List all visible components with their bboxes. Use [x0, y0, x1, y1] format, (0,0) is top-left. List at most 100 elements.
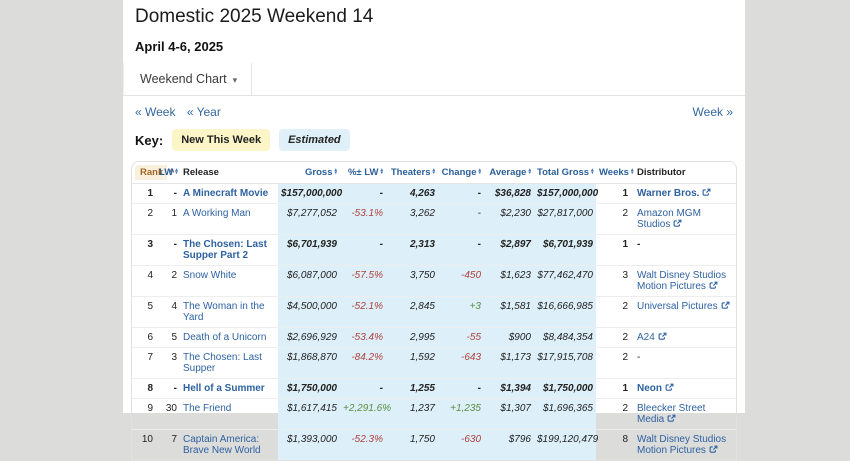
cell-lw: 4: [171, 301, 177, 312]
column-header-link[interactable]: Weeks: [599, 167, 629, 178]
previous-week-link[interactable]: « Week: [135, 105, 176, 119]
column-header-link[interactable]: LW: [159, 167, 174, 178]
table-row: 3- The Chosen: Last Supper Part 2 $6,701,9…: [132, 234, 736, 266]
column-header-link[interactable]: Theaters: [390, 167, 431, 178]
distributor-link[interactable]: Walt Disney Studios Motion Pictures: [637, 270, 727, 292]
table-body: 1-A Minecraft Movie $157,000,000-4,263- $3…: [132, 183, 736, 461]
distributor-link[interactable]: Amazon MGM Studios: [637, 208, 701, 230]
table-row: 6 5 Death of a Unicorn $2,696,929 -53.4% 2,99…: [132, 327, 736, 348]
column-header-average[interactable]: Average ▴ ▾: [484, 162, 534, 184]
cell-average: $1,173: [484, 347, 534, 379]
table-row: 9 30 The Friend $1,617,415 +2,291.6% 1,237 +1,…: [132, 398, 736, 430]
column-header-link[interactable]: Total Gross: [537, 167, 590, 178]
column-header-pct_lw[interactable]: %± LW ▴ ▾: [340, 162, 386, 184]
column-header-theaters[interactable]: Theaters ▴ ▾: [386, 162, 438, 184]
cell-pct_lw: -: [340, 183, 386, 204]
cell-lw: 30: [165, 403, 177, 414]
column-header-total_gross[interactable]: Total Gross ▴ ▾: [534, 162, 596, 184]
cell-total_gross: $16,666,985: [534, 296, 596, 328]
content-area: Domestic 2025 Weekend 14 April 4-6, 2025…: [123, 0, 745, 461]
release-title-link[interactable]: The Woman in the Yard: [183, 301, 265, 323]
cell-distributor: -: [637, 352, 641, 363]
release-title-link[interactable]: The Chosen: Last Supper Part 2: [183, 239, 267, 261]
cell-change: -: [438, 234, 484, 266]
cell-weeks: 1: [622, 188, 628, 199]
sort-updown-icon: ▴ ▾: [334, 166, 337, 177]
cell-weeks: 1: [622, 383, 628, 394]
cell-distributor: Walt Disney Studios Motion Pictures: [634, 430, 736, 461]
cell-weeks: 8: [622, 434, 628, 445]
cell-lw: -: [173, 239, 177, 250]
cell-distributor: Bleecker Street Media: [634, 399, 736, 430]
column-header-link[interactable]: Gross: [305, 167, 333, 178]
previous-year-link[interactable]: « Year: [186, 105, 221, 119]
cell-change: +1,235: [438, 398, 484, 430]
release-title-link[interactable]: The Friend: [183, 403, 232, 414]
external-link-icon: [709, 281, 718, 292]
cell-rank: 6: [147, 332, 153, 343]
distributor-link[interactable]: Neon: [637, 383, 662, 394]
cell-gross: $1,750,000: [278, 378, 340, 399]
sort-updown-icon: ▴ ▾: [432, 166, 435, 177]
cell-release: The Chosen: Last Supper Part 2: [180, 235, 278, 266]
column-header-link[interactable]: %± LW: [347, 167, 379, 178]
cell-average: $796: [484, 429, 534, 460]
cell-average: $36,828: [484, 183, 534, 204]
release-title-link[interactable]: Hell of a Summer: [183, 383, 265, 394]
table-header-row: Rank ^ LW ▴ ▾ Release Gross ▴ ▾ %± LW ▴ ▾ Theaters ▴ ▾…: [132, 162, 736, 184]
page-title: Domestic 2025 Weekend 14: [135, 6, 374, 27]
cell-weeks: 1: [622, 239, 628, 250]
cell-rank: 10: [141, 434, 153, 445]
column-header-link[interactable]: Average: [489, 167, 527, 178]
cell-pct_lw: -: [340, 378, 386, 399]
weekend-chart-dropdown[interactable]: Weekend Chart ▾: [123, 63, 253, 95]
sort-updown-icon: ▴ ▾: [591, 166, 594, 177]
cell-weeks: 2: [622, 301, 628, 312]
distributor-link[interactable]: A24: [637, 332, 655, 343]
cell-rank: 8: [147, 383, 153, 394]
cell-total_gross: $6,701,939: [534, 234, 596, 266]
cell-pct_lw: -57.5%: [340, 265, 386, 297]
release-title-link[interactable]: A Working Man: [183, 208, 251, 219]
release-title-link[interactable]: Snow White: [183, 270, 237, 281]
release-title-link[interactable]: Death of a Unicorn: [183, 332, 267, 343]
cell-weeks: 2: [622, 352, 628, 363]
cell-total_gross: $1,750,000: [534, 378, 596, 399]
cell-distributor: -: [637, 239, 641, 250]
cell-pct_lw: -52.3%: [340, 429, 386, 460]
cell-lw: 3: [171, 352, 177, 363]
cell-distributor: A24: [634, 328, 736, 348]
cell-total_gross: $17,915,708: [534, 347, 596, 379]
cell-average: $1,394: [484, 378, 534, 399]
distributor-link[interactable]: Universal Pictures: [637, 301, 718, 312]
column-header-change[interactable]: Change ▴ ▾: [438, 162, 484, 184]
cell-distributor: Amazon MGM Studios: [634, 204, 736, 235]
weekend-chart-label: Weekend Chart: [140, 72, 227, 86]
cell-release: The Chosen: Last Supper: [180, 348, 278, 379]
column-header-link[interactable]: Change: [441, 167, 477, 178]
external-link-icon: [667, 414, 676, 425]
cell-distributor: Warner Bros.: [634, 184, 736, 204]
column-header-weeks[interactable]: Weeks ▴ ▾: [596, 162, 634, 184]
cell-change: -: [438, 203, 484, 235]
column-header-rank[interactable]: Rank ^: [132, 162, 175, 184]
cell-change: -: [438, 378, 484, 399]
cell-weeks: 2: [622, 332, 628, 343]
cell-release: Snow White: [180, 266, 278, 297]
cell-release: Death of a Unicorn: [180, 328, 278, 348]
cell-release: Captain America: Brave New World: [180, 430, 278, 461]
cell-total_gross: $1,696,365: [534, 398, 596, 430]
column-header-gross[interactable]: Gross ▴ ▾: [278, 162, 340, 184]
distributor-link[interactable]: Warner Bros.: [637, 188, 700, 199]
external-link-icon: [721, 301, 730, 312]
cell-theaters: 3,262: [386, 203, 438, 235]
column-header-label: Distributor: [637, 167, 686, 178]
weekend-chart-table: Rank ^ LW ▴ ▾ Release Gross ▴ ▾ %± LW ▴ ▾ Theaters ▴ ▾…: [131, 161, 737, 461]
cell-release: The Friend: [180, 399, 278, 430]
release-title-link[interactable]: Captain America: Brave New World: [183, 434, 261, 456]
release-title-link[interactable]: The Chosen: Last Supper: [183, 352, 262, 374]
release-title-link[interactable]: A Minecraft Movie: [183, 188, 269, 199]
cell-total_gross: $77,462,470: [534, 265, 596, 297]
next-week-link[interactable]: Week »: [692, 105, 733, 119]
cell-theaters: 2,313: [386, 234, 438, 266]
